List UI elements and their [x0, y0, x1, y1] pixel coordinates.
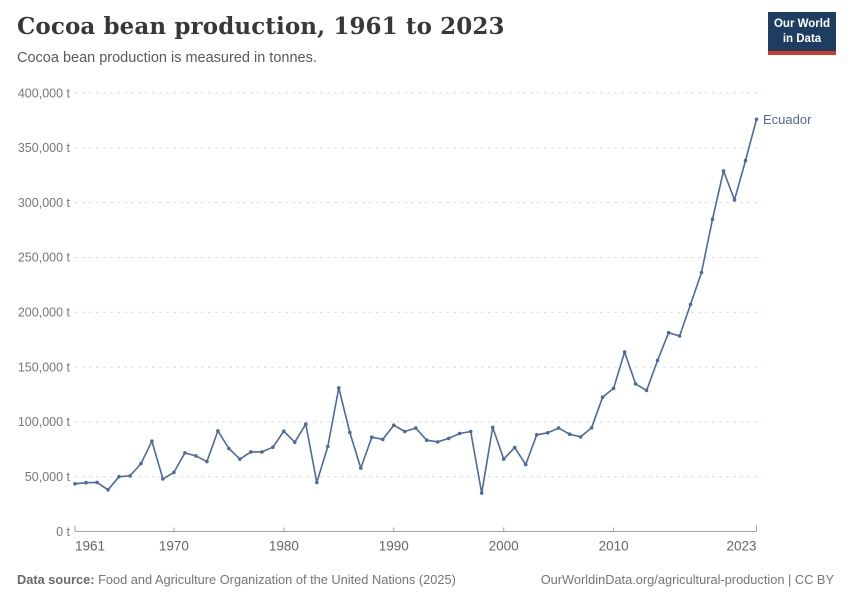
series-end-label: Ecuador	[763, 112, 812, 127]
data-point[interactable]	[348, 430, 352, 435]
data-point[interactable]	[622, 350, 627, 354]
y-tick-label: 250,000 t	[18, 251, 71, 265]
data-point[interactable]	[172, 470, 176, 475]
data-point[interactable]	[260, 450, 264, 454]
data-source-label: Data source:	[17, 572, 95, 587]
y-tick-label: 400,000 t	[18, 86, 71, 100]
data-point[interactable]	[271, 445, 275, 450]
data-point[interactable]	[468, 429, 473, 434]
data-point[interactable]	[534, 433, 539, 437]
data-point[interactable]	[414, 426, 418, 430]
data-point[interactable]	[721, 169, 726, 173]
y-tick-label: 50,000 t	[25, 470, 71, 484]
data-point[interactable]	[567, 432, 572, 437]
data-point[interactable]	[84, 480, 88, 485]
data-point[interactable]	[611, 386, 616, 391]
data-point[interactable]	[304, 422, 308, 426]
x-tick-label: 2023	[726, 539, 756, 554]
chart-footer: Data source: Food and Agriculture Organi…	[17, 572, 834, 587]
data-point[interactable]	[666, 330, 671, 335]
data-point[interactable]	[523, 462, 528, 467]
data-point[interactable]	[435, 440, 440, 444]
data-point[interactable]	[556, 426, 561, 430]
data-point[interactable]	[161, 477, 165, 481]
data-point[interactable]	[315, 480, 319, 485]
data-point[interactable]	[326, 444, 330, 449]
y-tick-label: 150,000 t	[18, 360, 71, 374]
data-point[interactable]	[117, 474, 121, 479]
data-point[interactable]	[293, 440, 297, 445]
x-tick-label: 1961	[75, 539, 105, 554]
data-point[interactable]	[457, 431, 462, 436]
data-point[interactable]	[655, 358, 660, 363]
data-point[interactable]	[424, 438, 429, 443]
data-point[interactable]	[633, 382, 638, 386]
data-point[interactable]	[106, 488, 110, 492]
data-point[interactable]	[227, 446, 231, 451]
data-point[interactable]	[754, 117, 759, 122]
data-point[interactable]	[238, 457, 242, 461]
data-point[interactable]	[644, 388, 649, 393]
data-point[interactable]	[545, 431, 550, 435]
data-point[interactable]	[688, 302, 693, 307]
x-tick-label: 1970	[159, 539, 189, 554]
data-point[interactable]	[249, 450, 253, 454]
data-point[interactable]	[512, 445, 517, 450]
owid-logo-line1: Our World	[773, 18, 830, 30]
data-source: Data source: Food and Agriculture Organi…	[17, 572, 456, 587]
data-point[interactable]	[446, 436, 451, 441]
data-point[interactable]	[403, 429, 407, 434]
data-point[interactable]	[600, 395, 605, 400]
data-point[interactable]	[95, 480, 99, 485]
data-point[interactable]	[150, 439, 154, 444]
data-point[interactable]	[337, 386, 341, 390]
y-tick-label: 0 t	[56, 525, 70, 539]
y-tick-label: 350,000 t	[18, 141, 71, 155]
x-tick-label: 1990	[379, 539, 409, 554]
data-point[interactable]	[282, 429, 286, 434]
data-point[interactable]	[139, 461, 143, 466]
data-point[interactable]	[73, 482, 77, 486]
data-point[interactable]	[732, 198, 737, 202]
chart-header: Cocoa bean production, 1961 to 2023 Coco…	[17, 13, 750, 66]
chart-subtitle: Cocoa bean production is measured in ton…	[17, 50, 317, 66]
data-point[interactable]	[194, 454, 198, 458]
data-point[interactable]	[589, 426, 594, 430]
data-point[interactable]	[392, 423, 396, 428]
data-point[interactable]	[359, 466, 363, 470]
page-title: Cocoa bean production, 1961 to 2023	[17, 13, 505, 40]
data-point[interactable]	[216, 429, 220, 433]
credit-link[interactable]: OurWorldinData.org/agricultural-producti…	[540, 572, 834, 587]
x-tick-label: 2010	[599, 539, 629, 554]
data-point[interactable]	[479, 491, 484, 495]
data-point[interactable]	[501, 457, 506, 461]
y-tick-label: 100,000 t	[18, 415, 71, 429]
x-tick-label: 1980	[269, 539, 299, 554]
y-tick-label: 300,000 t	[18, 196, 71, 210]
data-point[interactable]	[205, 459, 209, 464]
data-point[interactable]	[710, 217, 715, 221]
owid-logo[interactable]: Our World in Data	[768, 12, 836, 55]
data-point[interactable]	[677, 334, 682, 338]
data-point[interactable]	[381, 437, 385, 442]
data-point[interactable]	[699, 270, 704, 275]
data-source-text: Food and Agriculture Organization of the…	[94, 572, 456, 587]
data-point[interactable]	[490, 425, 495, 430]
data-point[interactable]	[743, 158, 748, 163]
data-point[interactable]	[128, 474, 132, 478]
owid-logo-line2: in Data	[782, 32, 822, 45]
data-point[interactable]	[183, 451, 187, 455]
data-point[interactable]	[578, 435, 583, 439]
data-point[interactable]	[370, 435, 374, 440]
series-line	[74, 118, 758, 494]
y-tick-label: 200,000 t	[18, 306, 71, 320]
x-tick-label: 2000	[489, 539, 519, 554]
